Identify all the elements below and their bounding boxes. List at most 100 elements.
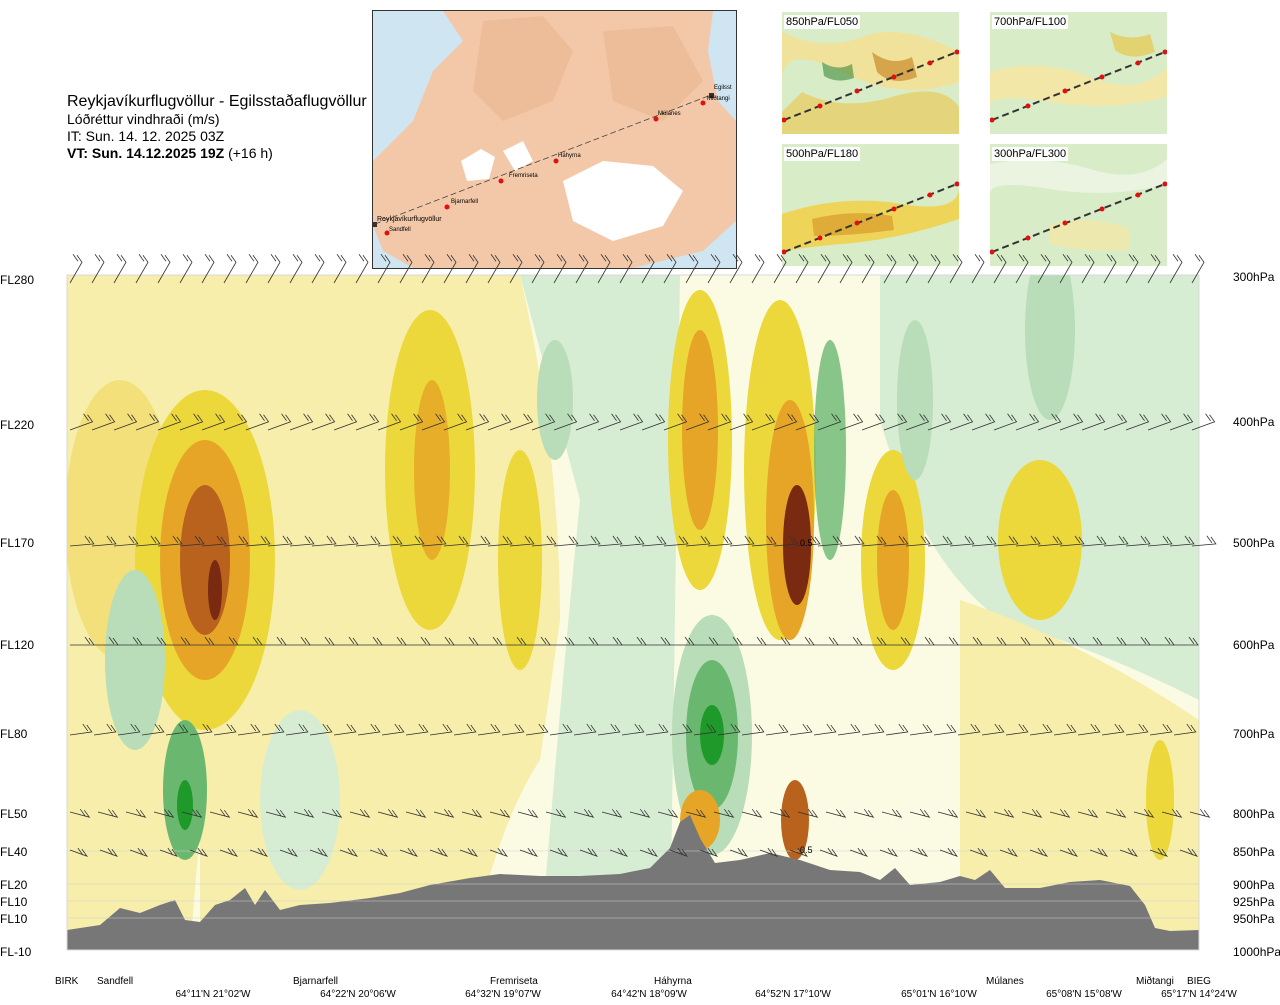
fl-label: FL10 — [0, 895, 28, 909]
wind-barb — [609, 847, 628, 857]
wind-barb — [629, 808, 651, 818]
wind-barb — [597, 535, 623, 547]
map-label-reykjavik: Reykjavíkurflugvöllur — [377, 216, 442, 223]
wind-barb — [279, 847, 298, 857]
wind-barb — [245, 535, 271, 547]
wind-barb — [405, 723, 429, 736]
contour-band — [781, 780, 809, 860]
wind-barb — [209, 808, 231, 818]
valid-time: VT: Sun. 14.12.2025 19Z (+16 h) — [67, 145, 387, 162]
wind-barb — [825, 808, 847, 818]
wind-barb — [113, 413, 138, 431]
wind-barb — [1015, 413, 1040, 431]
wind-barb — [377, 808, 399, 818]
thumbnail-850hpa[interactable]: 850hPa/FL050 — [782, 12, 959, 134]
wind-barb — [477, 723, 501, 736]
coordinate-label: 65°01'N 16°10'W — [901, 989, 977, 1000]
wind-barb — [663, 253, 677, 284]
wind-barb — [237, 808, 259, 818]
wind-barb — [509, 535, 535, 547]
wind-barb — [261, 723, 285, 736]
wind-barb — [459, 847, 478, 857]
location-label: BIRK — [55, 976, 79, 987]
wind-barb — [927, 413, 952, 431]
wind-barb — [1119, 847, 1138, 857]
thumbnail-500hpa[interactable]: 500hPa/FL180 — [782, 144, 959, 266]
wind-barb — [223, 413, 248, 431]
wind-barb — [573, 723, 597, 736]
wind-barb — [999, 847, 1018, 857]
wind-barb — [861, 253, 875, 284]
wind-barb — [249, 847, 268, 857]
wind-barb — [1059, 847, 1078, 857]
wind-barb — [707, 535, 733, 547]
wind-barb — [69, 413, 94, 431]
issue-time: IT: Sun. 14. 12. 2025 03Z — [67, 128, 225, 144]
map-label-sandfell: Sandfell — [389, 227, 411, 233]
thumbnail-300hpa[interactable]: 300hPa/FL300 — [990, 144, 1167, 266]
wind-barb — [201, 253, 215, 284]
fl-label: FL50 — [0, 807, 28, 821]
wind-barb — [429, 847, 448, 857]
wind-barb — [289, 535, 315, 547]
wind-barb — [501, 723, 525, 736]
contour-band — [877, 490, 909, 630]
wind-barb — [333, 253, 347, 284]
wind-barb — [657, 808, 679, 818]
wind-barb — [981, 723, 1005, 736]
wind-barb — [905, 253, 919, 284]
wind-barb — [399, 535, 425, 547]
wind-barb — [97, 808, 119, 818]
valid-time-bold: VT: Sun. 14.12.2025 19Z — [67, 145, 225, 161]
wind-barb — [839, 535, 865, 547]
wind-barb — [729, 413, 754, 431]
wind-barb — [1147, 253, 1161, 284]
wind-barb — [1179, 847, 1198, 857]
wind-barb — [1105, 808, 1127, 818]
coordinate-label: 64°22'N 20°06'W — [320, 989, 396, 1000]
wind-barb — [717, 723, 741, 736]
wind-barb — [377, 253, 391, 284]
route-map-svg: Reykjavíkurflugvöllur Sandfell Bjarnarfe… — [373, 11, 736, 268]
wind-barb — [429, 723, 453, 736]
wind-barb — [575, 253, 589, 284]
wind-barb — [685, 535, 711, 547]
wind-barb — [69, 535, 95, 547]
wind-barb — [707, 413, 732, 431]
wind-barb — [905, 413, 930, 431]
wind-barb — [531, 413, 556, 431]
wind-barb — [141, 723, 165, 736]
pressure-guide-lines — [67, 850, 1199, 919]
wind-barb — [159, 847, 178, 857]
wind-barb — [769, 808, 791, 818]
wind-barb — [949, 253, 963, 284]
wind-barb — [663, 413, 688, 431]
fl-label: FL280 — [0, 273, 35, 287]
wind-barb — [663, 535, 689, 547]
wind-barb — [369, 847, 388, 857]
thumbnail-700hpa[interactable]: 700hPa/FL100 — [990, 12, 1167, 134]
contour-band — [537, 340, 573, 460]
wind-barb — [1029, 723, 1053, 736]
wind-barb — [1081, 535, 1107, 547]
wind-barb — [933, 723, 957, 736]
wind-barb — [885, 723, 909, 736]
wind-barb — [773, 253, 787, 284]
wind-barb — [321, 808, 343, 818]
contour-band — [180, 485, 230, 635]
wind-barb — [573, 808, 595, 818]
wind-barb — [135, 253, 149, 284]
fl-label: FL170 — [0, 536, 35, 550]
wind-barb — [1037, 253, 1051, 284]
wind-barb — [883, 253, 897, 284]
contour-band — [1146, 740, 1174, 860]
fl-label: FL40 — [0, 845, 28, 859]
wind-barb — [1015, 535, 1041, 547]
fl-label: FL20 — [0, 878, 28, 892]
wind-barb — [117, 723, 141, 736]
coordinate-label: 65°17'N 14°24'W — [1161, 989, 1237, 1000]
wind-barb — [619, 413, 644, 431]
wind-barb — [1147, 413, 1172, 431]
wind-barb — [927, 535, 953, 547]
wind-barb — [971, 253, 985, 284]
